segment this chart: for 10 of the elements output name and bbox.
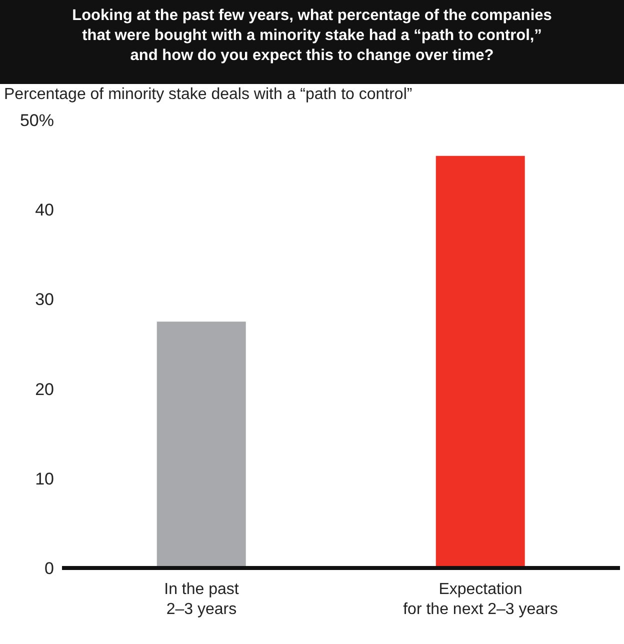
y-axis-title: Percentage of minority stake deals with a “path to control” [4,86,412,104]
chart-title: Looking at the past few years, what percentage of the companies that were bought with a minority stake had a “path to control,” and how do you expect this to change over time? [0,0,624,84]
y-tick-label: 40 [35,200,54,220]
x-tick-label: In the past 2–3 years [164,581,240,618]
x-tick-label: Expectation for the next 2–3 years [403,581,558,618]
y-tick-label: 30 [35,290,54,310]
y-tick-label: 20 [35,380,54,399]
y-tick-label: 50% [20,111,54,130]
y-tick-label: 0 [44,559,54,578]
y-tick-label: 10 [35,469,54,488]
